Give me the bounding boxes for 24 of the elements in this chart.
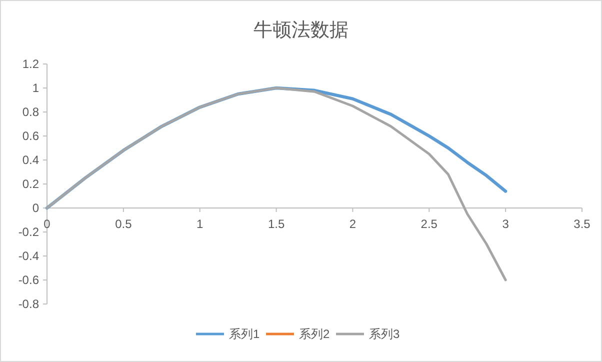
x-tick-label: 3 [502, 217, 510, 231]
x-tick-label: 2.5 [420, 217, 438, 231]
y-tick-label: -0.4 [18, 249, 40, 263]
x-tick-label: 0 [44, 217, 51, 231]
y-tick-label: 0.2 [22, 177, 40, 191]
y-tick-label: 0.8 [22, 105, 40, 119]
y-tick-label: -0.6 [18, 273, 40, 287]
y-tick-label: 0.6 [22, 129, 40, 143]
y-tick-label: 1 [32, 81, 40, 95]
y-tick-label: 1.2 [22, 57, 40, 71]
y-tick-label: 0 [32, 201, 40, 215]
chart-title: 牛顿法数据 [254, 20, 348, 41]
line-series [46, 86, 507, 282]
x-tick-label: 3.5 [574, 217, 591, 231]
legend-label: 系列3 [369, 327, 400, 341]
x-tick-label: 1.5 [268, 217, 285, 231]
y-tick-label: 0.4 [22, 153, 40, 167]
legend-label: 系列2 [299, 327, 330, 341]
y-tick-label: -0.2 [18, 225, 40, 239]
x-tick-label: 0.5 [115, 217, 132, 231]
legend-label: 系列1 [229, 327, 260, 341]
x-tick-label: 1 [196, 217, 204, 231]
y-tick-label: -0.8 [18, 297, 40, 311]
x-tick-label: 2 [349, 217, 356, 231]
